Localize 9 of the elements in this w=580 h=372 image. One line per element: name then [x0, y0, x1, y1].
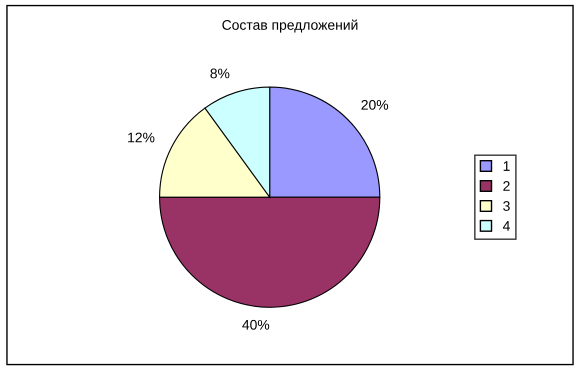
legend-label: 4	[502, 221, 510, 231]
data-label: 12%	[128, 132, 154, 142]
data-label: 40%	[242, 320, 270, 330]
legend-label: 3	[503, 201, 510, 211]
chart-title: Состав предложений	[222, 19, 358, 33]
legend-label: 1	[504, 161, 510, 171]
legend-label: 2	[503, 181, 510, 191]
data-label: 20%	[361, 100, 388, 110]
data-label: 8%	[210, 68, 230, 78]
